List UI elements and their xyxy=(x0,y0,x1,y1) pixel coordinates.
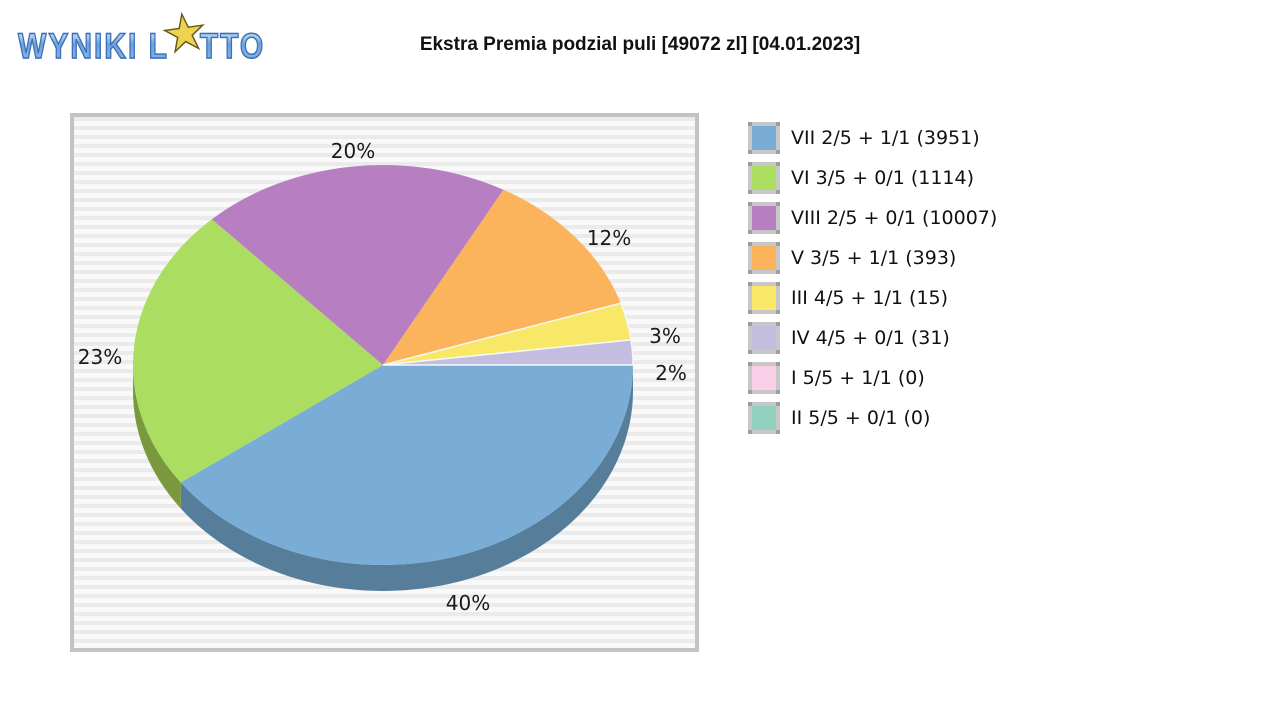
legend-label: I 5/5 + 1/1 (0) xyxy=(791,367,925,389)
legend: VII 2/5 + 1/1 (3951) VI 3/5 + 0/1 (1114)… xyxy=(748,122,997,442)
chart-title: Ekstra Premia podzial puli [49072 zl] [0… xyxy=(419,34,861,55)
legend-item: VIII 2/5 + 0/1 (10007) xyxy=(748,202,997,242)
pie-percent-label: 23% xyxy=(78,345,122,369)
legend-label: VII 2/5 + 1/1 (3951) xyxy=(791,127,980,149)
wyniki-lotto-logo: WYNIKI L★TTO xyxy=(17,0,265,67)
pie-percent-label: 12% xyxy=(587,226,631,250)
legend-swatch xyxy=(748,162,780,194)
legend-label: VIII 2/5 + 0/1 (10007) xyxy=(791,207,998,229)
legend-item: VII 2/5 + 1/1 (3951) xyxy=(748,122,997,162)
legend-label: III 4/5 + 1/1 (15) xyxy=(791,287,949,309)
legend-item: I 5/5 + 1/1 (0) xyxy=(748,362,997,402)
legend-swatch xyxy=(748,402,780,434)
legend-label: II 5/5 + 0/1 (0) xyxy=(791,407,931,429)
star-icon: ★ xyxy=(157,0,211,65)
pie-percent-label: 40% xyxy=(446,591,490,615)
legend-label: V 3/5 + 1/1 (393) xyxy=(791,247,957,269)
legend-swatch xyxy=(748,322,780,354)
pie-chart: 40% 23% 20% 12% 3% 2% xyxy=(78,139,687,615)
legend-item: IV 4/5 + 0/1 (31) xyxy=(748,322,997,362)
legend-swatch xyxy=(748,242,780,274)
legend-swatch xyxy=(748,282,780,314)
logo-text-left: WYNIKI L xyxy=(17,18,169,68)
legend-item: VI 3/5 + 0/1 (1114) xyxy=(748,162,997,202)
legend-swatch xyxy=(748,362,780,394)
legend-label: IV 4/5 + 0/1 (31) xyxy=(791,327,950,349)
legend-swatch xyxy=(748,122,780,154)
pie-chart-panel: 40% 23% 20% 12% 3% 2% xyxy=(70,113,699,652)
pie-percent-label: 3% xyxy=(649,324,681,348)
pie-percent-label: 20% xyxy=(331,139,375,163)
legend-label: VI 3/5 + 0/1 (1114) xyxy=(791,167,975,189)
pie-percent-label: 2% xyxy=(655,361,687,385)
legend-item: II 5/5 + 0/1 (0) xyxy=(748,402,997,442)
legend-item: III 4/5 + 1/1 (15) xyxy=(748,282,997,322)
logo-text-right: TTO xyxy=(199,18,265,68)
legend-item: V 3/5 + 1/1 (393) xyxy=(748,242,997,282)
legend-swatch xyxy=(748,202,780,234)
